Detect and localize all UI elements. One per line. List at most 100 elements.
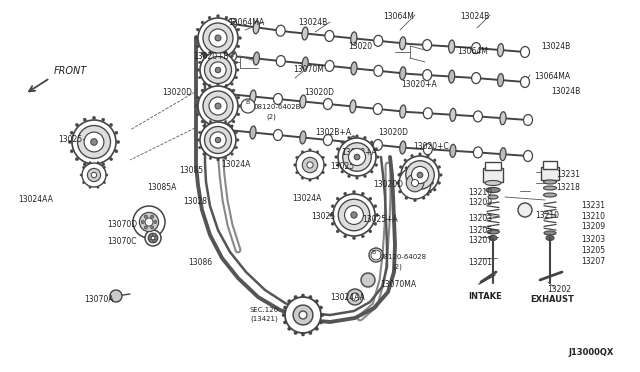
Circle shape: [333, 194, 375, 236]
Circle shape: [76, 124, 79, 126]
Text: 13024B: 13024B: [541, 42, 570, 51]
Circle shape: [84, 132, 104, 152]
Circle shape: [231, 55, 233, 57]
Text: 08120-6402B: 08120-6402B: [253, 104, 300, 110]
Circle shape: [341, 170, 344, 173]
Ellipse shape: [373, 103, 382, 115]
Ellipse shape: [450, 108, 456, 121]
Circle shape: [237, 139, 239, 141]
Ellipse shape: [487, 230, 499, 234]
Circle shape: [203, 83, 205, 85]
Circle shape: [319, 321, 323, 324]
Ellipse shape: [524, 115, 532, 125]
Text: 13020D: 13020D: [162, 88, 192, 97]
Circle shape: [361, 273, 375, 287]
Circle shape: [210, 62, 226, 78]
Circle shape: [102, 118, 105, 121]
Circle shape: [356, 135, 358, 137]
Circle shape: [319, 306, 323, 309]
Text: 1302B+A: 1302B+A: [315, 128, 351, 137]
Circle shape: [347, 289, 363, 305]
Text: 13020+A: 13020+A: [401, 80, 436, 89]
Circle shape: [208, 16, 211, 19]
Circle shape: [225, 125, 228, 128]
Circle shape: [104, 166, 106, 169]
Circle shape: [404, 159, 406, 161]
Circle shape: [231, 83, 233, 85]
Circle shape: [344, 235, 347, 238]
Circle shape: [364, 137, 366, 139]
Ellipse shape: [543, 186, 557, 190]
Circle shape: [308, 179, 311, 182]
Text: 13070MA: 13070MA: [380, 280, 416, 289]
Text: 13231: 13231: [581, 201, 605, 210]
Text: 13025+A: 13025+A: [362, 215, 397, 224]
Circle shape: [331, 205, 334, 208]
Circle shape: [371, 141, 373, 144]
Bar: [485, 162, 501, 170]
Circle shape: [217, 49, 220, 51]
Ellipse shape: [423, 108, 433, 119]
Circle shape: [362, 235, 364, 238]
Ellipse shape: [351, 32, 357, 45]
Circle shape: [353, 190, 355, 193]
Text: J13000QX: J13000QX: [568, 348, 613, 357]
Ellipse shape: [302, 57, 308, 70]
Circle shape: [316, 177, 319, 179]
Ellipse shape: [543, 180, 557, 184]
Circle shape: [336, 230, 339, 233]
Text: B: B: [246, 100, 250, 106]
Text: 13205: 13205: [581, 246, 605, 255]
Circle shape: [150, 215, 154, 218]
Circle shape: [309, 331, 312, 334]
Circle shape: [371, 170, 373, 173]
Ellipse shape: [450, 144, 456, 157]
Text: 13024AA: 13024AA: [18, 195, 53, 204]
Circle shape: [235, 146, 237, 149]
Circle shape: [427, 154, 429, 157]
Circle shape: [235, 131, 237, 134]
Text: 13085A: 13085A: [147, 183, 177, 192]
Text: 13203: 13203: [581, 235, 605, 244]
Circle shape: [224, 157, 227, 160]
Circle shape: [375, 148, 378, 150]
Circle shape: [198, 86, 238, 126]
Circle shape: [216, 83, 220, 86]
Text: 13070C: 13070C: [107, 237, 136, 246]
Circle shape: [150, 234, 153, 237]
Text: 13028: 13028: [183, 197, 207, 206]
Ellipse shape: [524, 151, 532, 161]
Ellipse shape: [227, 51, 237, 61]
Circle shape: [205, 126, 232, 154]
Circle shape: [215, 67, 221, 73]
Ellipse shape: [273, 93, 282, 105]
Circle shape: [92, 172, 97, 178]
Circle shape: [209, 157, 212, 160]
Bar: [541, 167, 559, 180]
Circle shape: [72, 120, 116, 164]
Circle shape: [419, 195, 421, 197]
Circle shape: [322, 156, 324, 159]
Ellipse shape: [474, 147, 483, 158]
Circle shape: [83, 163, 86, 166]
Circle shape: [208, 84, 211, 87]
Text: 13207: 13207: [581, 257, 605, 266]
Circle shape: [145, 218, 153, 226]
Circle shape: [89, 186, 91, 188]
Text: 13064M: 13064M: [383, 12, 414, 21]
Ellipse shape: [323, 135, 332, 145]
Circle shape: [438, 182, 440, 185]
Text: 13085: 13085: [179, 166, 203, 175]
Circle shape: [336, 197, 339, 200]
Ellipse shape: [497, 74, 504, 87]
Circle shape: [217, 119, 220, 122]
Circle shape: [294, 164, 296, 166]
Circle shape: [412, 166, 429, 183]
Text: 13201: 13201: [468, 258, 492, 267]
Ellipse shape: [489, 235, 497, 241]
Ellipse shape: [400, 105, 406, 118]
Ellipse shape: [449, 70, 454, 83]
Circle shape: [198, 146, 201, 149]
Text: (2): (2): [392, 263, 402, 269]
Circle shape: [399, 166, 402, 169]
